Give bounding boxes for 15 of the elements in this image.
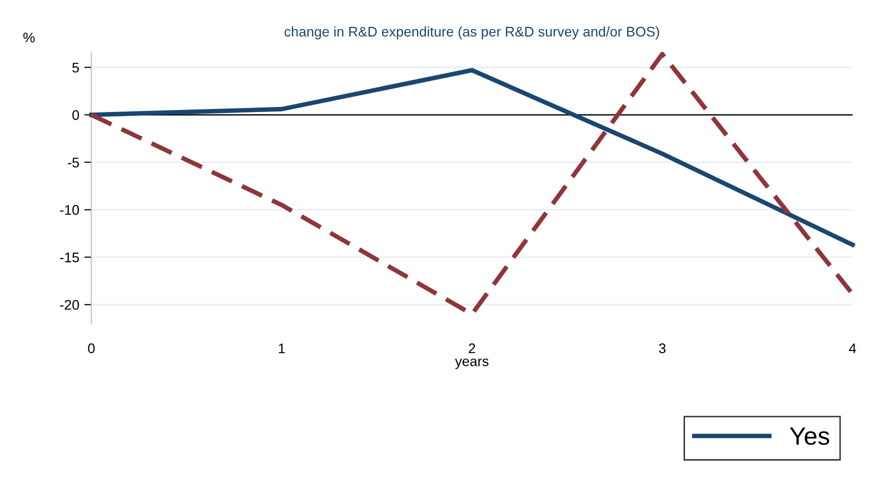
x-tick-label: 2	[468, 343, 476, 354]
x-axis-title: years	[455, 358, 488, 369]
legend-label: Yes	[790, 427, 830, 445]
y-tick-label: 0	[72, 110, 79, 120]
y-tick-label: -5	[68, 158, 79, 168]
x-tick-label: 1	[278, 344, 285, 354]
x-tick-label: 0	[88, 343, 95, 354]
x-tick-label: 3	[658, 343, 666, 354]
y-axis-title: %	[23, 32, 35, 42]
y-tick-label: -15	[60, 252, 79, 262]
y-tick-label: 5	[72, 62, 79, 73]
chart-title: change in R&D expenditure (as per R&D survey and/or BOS)	[284, 26, 660, 40]
y-tick-label: -10	[60, 205, 80, 215]
x-tick-label: 4	[849, 344, 856, 354]
y-tick-label: -20	[60, 300, 80, 310]
